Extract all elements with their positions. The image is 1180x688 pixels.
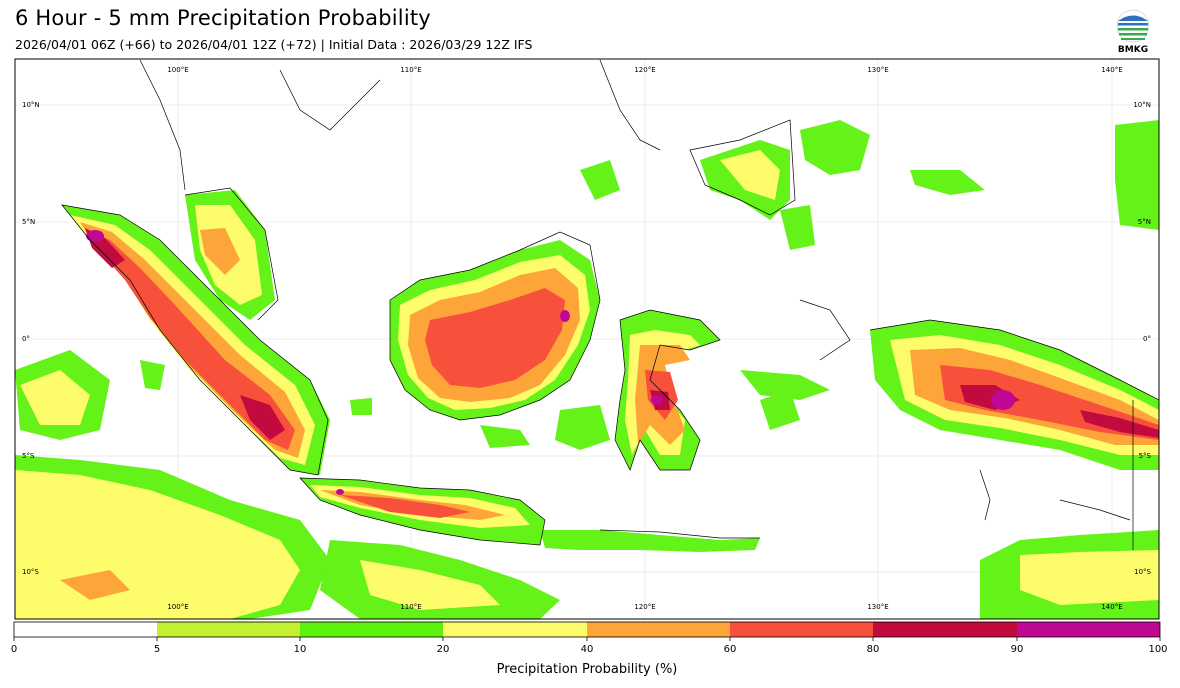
colorbar-tick: 0 [10,644,18,655]
lat-label: 0° [1143,335,1151,343]
lat-label: 10°N [1133,101,1151,109]
lat-label: 5°S [22,452,35,460]
colorbar-tick: 20 [436,644,450,655]
colorbar-tick: 60 [723,644,737,655]
lat-label: 5°S [1139,452,1152,460]
lon-label: 110°E [400,66,421,74]
colorbar-tick: 40 [580,644,594,655]
colorbar-tick: 5 [153,644,161,655]
lon-label: 140°E [1101,603,1122,611]
lat-label: 0° [22,335,30,343]
lat-label: 10°S [22,568,39,576]
svg-text:BMKG: BMKG [1118,45,1148,54]
colorbar-segment [300,622,443,637]
coastlines [61,59,1159,550]
lon-label: 100°E [167,603,188,611]
lon-label: 110°E [400,603,421,611]
lon-label: 140°E [1101,66,1122,74]
colorbar-segment [730,622,873,637]
colorbar-segment [1017,622,1160,637]
map-subtitle: 2026/04/01 06Z (+66) to 2026/04/01 12Z (… [15,37,533,52]
precip-60-80 [90,232,1159,518]
lat-labels-right: 10°N 5°N 0° 5°S 10°S [1133,101,1151,576]
map-title: 6 Hour - 5 mm Precipitation Probability [15,6,431,30]
map-frame [14,58,1160,620]
colorbar-tick: 80 [866,644,880,655]
lon-labels-bottom: 100°E 110°E 120°E 130°E 140°E [167,603,1122,611]
colorbar-tick: 90 [1010,644,1024,655]
lon-label: 100°E [167,66,188,74]
lat-label: 10°N [22,101,40,109]
lon-label: 130°E [867,66,888,74]
colorbar-tick: 100 [1148,644,1168,655]
lat-label: 5°N [22,218,35,226]
lon-label: 130°E [867,603,888,611]
lat-labels-left: 10°N 5°N 0° 5°S 10°S [22,101,40,576]
colorbar-segment [443,622,587,637]
lat-label: 10°S [1134,568,1151,576]
colorbar-label: Precipitation Probability (%) [496,662,678,677]
lon-label: 120°E [634,66,655,74]
lat-label: 5°N [1138,218,1151,226]
lon-labels-top: 100°E 110°E 120°E 130°E 140°E [167,66,1122,74]
colorbar [13,621,1161,641]
colorbar-tick: 10 [293,644,307,655]
bmkg-logo: BMKG [1116,9,1150,54]
precip-90-100 [86,230,1015,495]
colorbar-segment [14,622,157,637]
colorbar-segment [587,622,730,637]
colorbar-segment [157,622,300,637]
lon-label: 120°E [634,603,655,611]
colorbar-segment [873,622,1017,637]
